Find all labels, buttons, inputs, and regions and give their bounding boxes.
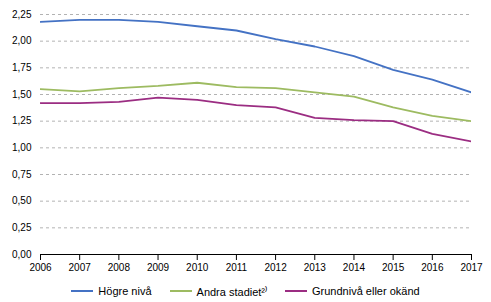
svg-text:2013: 2013 [304, 262, 327, 273]
svg-text:2010: 2010 [186, 262, 209, 273]
svg-text:2007: 2007 [69, 262, 92, 273]
svg-text:1,50: 1,50 [12, 89, 32, 100]
svg-text:1,00: 1,00 [12, 142, 32, 153]
html-text:Grundnivå eller okänd: Grundnivå eller okänd [312, 285, 420, 297]
svg-text:2008: 2008 [108, 262, 131, 273]
svg-text:0,00: 0,00 [12, 249, 32, 260]
html-text:Högre nivå: Högre nivå [98, 285, 152, 297]
svg-text:2006: 2006 [29, 262, 52, 273]
svg-text:0,75: 0,75 [12, 169, 32, 180]
svg-text:2012: 2012 [264, 262, 287, 273]
html-text:Andra stadiet²⁾: Andra stadiet²⁾ [196, 285, 267, 298]
svg-text:1,75: 1,75 [12, 62, 32, 73]
svg-text:2,00: 2,00 [12, 35, 32, 46]
svg-text:2011: 2011 [226, 262, 248, 273]
svg-text:2017: 2017 [460, 262, 483, 273]
svg-text:2016: 2016 [421, 262, 444, 273]
svg-text:0,50: 0,50 [12, 195, 32, 206]
svg-text:2,25: 2,25 [12, 9, 32, 20]
svg-text:2014: 2014 [343, 262, 366, 273]
svg-text:2015: 2015 [382, 262, 405, 273]
svg-text:0,25: 0,25 [12, 222, 32, 233]
svg-text:1,25: 1,25 [12, 115, 32, 126]
svg-text:2009: 2009 [147, 262, 170, 273]
